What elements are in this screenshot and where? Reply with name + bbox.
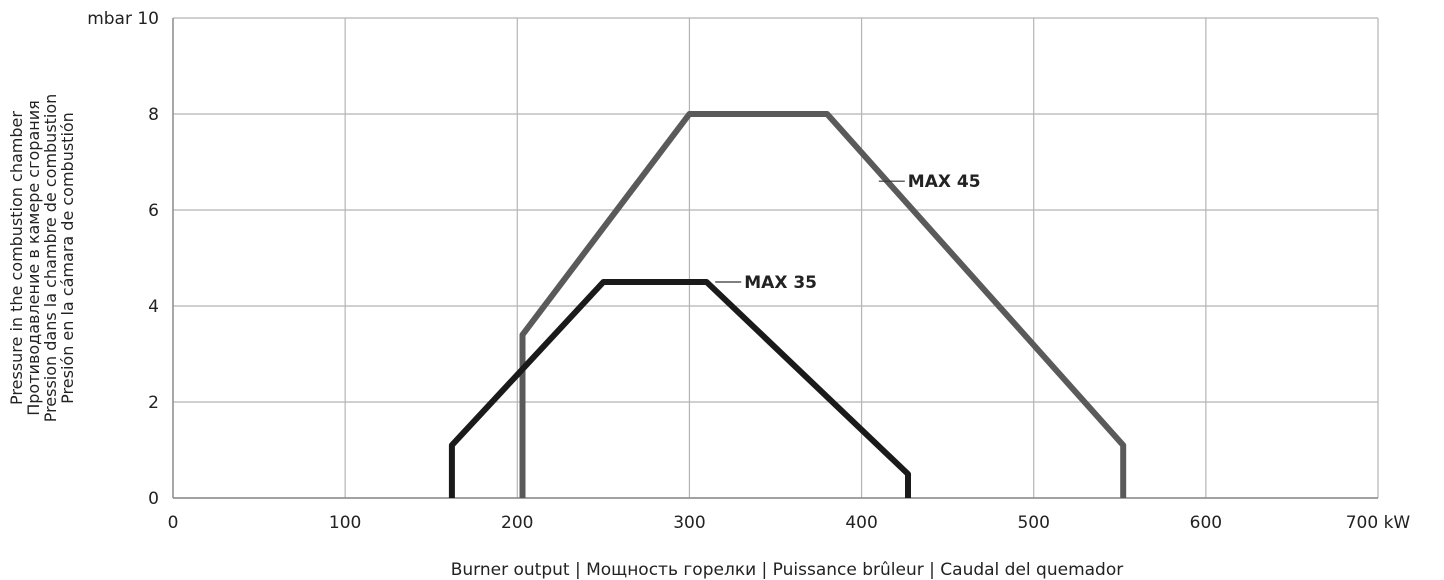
x-tick-label-6: 600 [1190, 513, 1222, 533]
x-tick-label-2: 200 [501, 513, 533, 533]
y-tick-label-2: 4 [148, 297, 159, 317]
x-tick-label-5: 500 [1017, 513, 1049, 533]
x-tick-label-3: 300 [673, 513, 705, 533]
grid [173, 18, 1378, 498]
tick-labels: 0 100 200 300 400 500 600 700 kW 0 2 4 6 8 mbar 10 [87, 9, 1410, 533]
x-tick-label-0: 0 [168, 513, 179, 533]
series-label-max-35: MAX 35 [744, 273, 817, 293]
y-tick-label-3: 6 [148, 201, 159, 221]
series-labels: MAX 35 MAX 45 [715, 172, 980, 293]
x-tick-label-7: 700 kW [1346, 513, 1411, 533]
y-tick-label-1: 2 [148, 393, 159, 413]
x-tick-label-1: 100 [329, 513, 361, 533]
series-label-max-45: MAX 45 [908, 172, 981, 192]
y-axis-label-line-3: Presión en la cámara de combustión [58, 112, 77, 404]
y-axis-label-group: Pressure in the combustion chamberПротив… [7, 94, 77, 423]
y-tick-label-5: mbar 10 [87, 9, 159, 29]
y-axis-label: Pressure in the combustion chamberПротив… [7, 94, 77, 423]
x-axis-label: Burner output | Мощность горелки | Puiss… [451, 560, 1124, 580]
y-tick-label-0: 0 [148, 489, 159, 509]
x-tick-label-4: 400 [845, 513, 877, 533]
y-tick-label-4: 8 [148, 105, 159, 125]
